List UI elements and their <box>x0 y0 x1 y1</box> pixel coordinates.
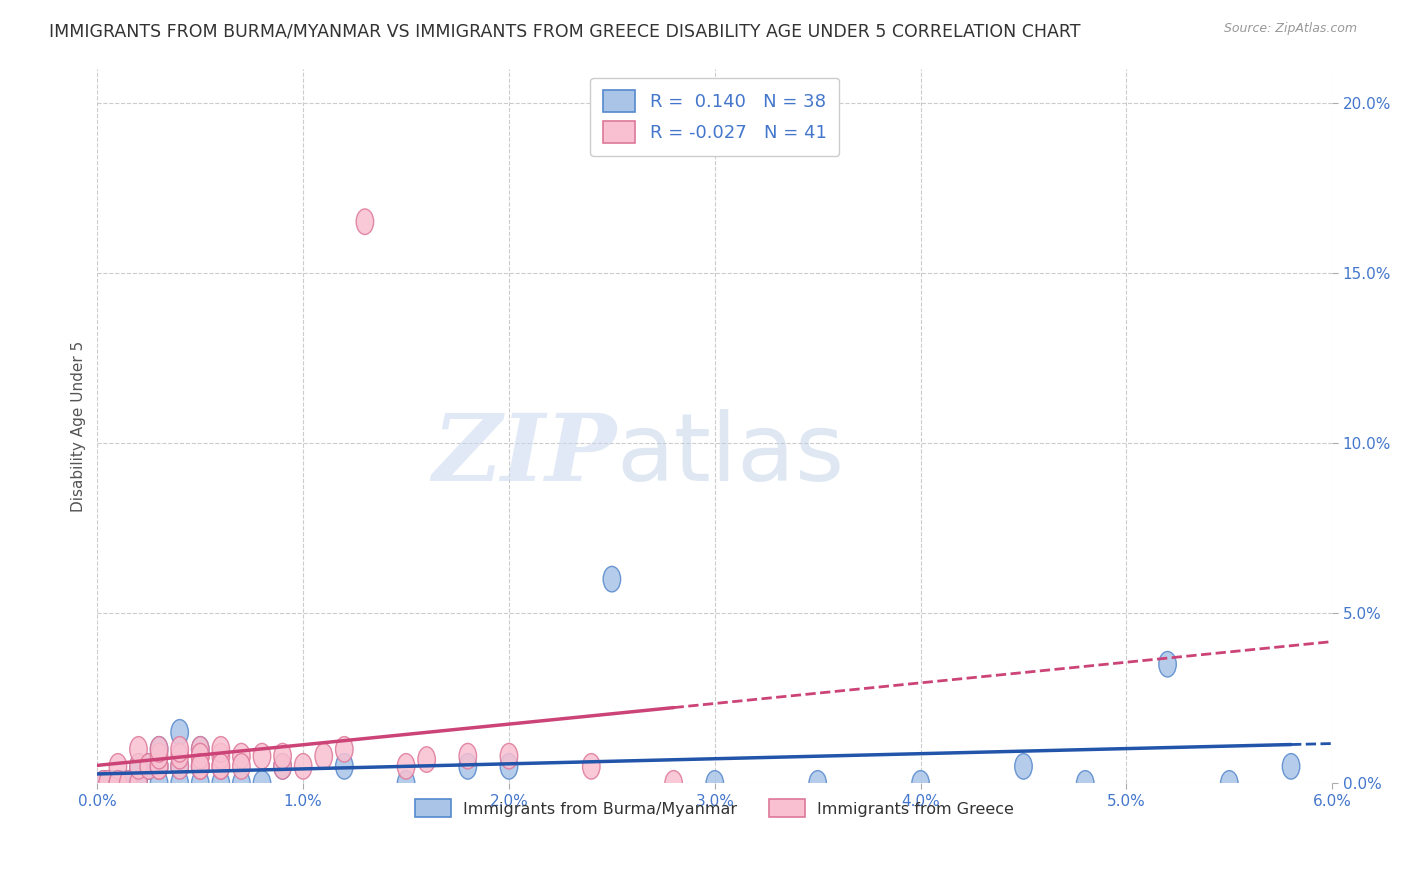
Ellipse shape <box>141 754 157 779</box>
Legend: Immigrants from Burma/Myanmar, Immigrants from Greece: Immigrants from Burma/Myanmar, Immigrant… <box>408 791 1022 825</box>
Ellipse shape <box>172 743 188 769</box>
Ellipse shape <box>110 771 127 797</box>
Ellipse shape <box>110 771 127 797</box>
Ellipse shape <box>110 771 127 797</box>
Ellipse shape <box>129 771 148 797</box>
Text: IMMIGRANTS FROM BURMA/MYANMAR VS IMMIGRANTS FROM GREECE DISABILITY AGE UNDER 5 C: IMMIGRANTS FROM BURMA/MYANMAR VS IMMIGRA… <box>49 22 1081 40</box>
Ellipse shape <box>129 771 148 797</box>
Ellipse shape <box>336 737 353 762</box>
Ellipse shape <box>808 771 827 797</box>
Ellipse shape <box>1015 754 1032 779</box>
Ellipse shape <box>94 771 112 797</box>
Ellipse shape <box>274 743 291 769</box>
Ellipse shape <box>336 754 353 779</box>
Ellipse shape <box>418 747 436 772</box>
Ellipse shape <box>114 771 131 797</box>
Ellipse shape <box>501 754 517 779</box>
Ellipse shape <box>212 754 229 779</box>
Ellipse shape <box>253 771 271 797</box>
Ellipse shape <box>191 737 209 762</box>
Text: Source: ZipAtlas.com: Source: ZipAtlas.com <box>1223 22 1357 36</box>
Ellipse shape <box>103 771 121 797</box>
Ellipse shape <box>120 771 136 797</box>
Ellipse shape <box>110 771 127 797</box>
Ellipse shape <box>150 754 167 779</box>
Ellipse shape <box>232 743 250 769</box>
Ellipse shape <box>120 771 136 797</box>
Ellipse shape <box>172 737 188 762</box>
Ellipse shape <box>110 754 127 779</box>
Ellipse shape <box>150 754 167 779</box>
Ellipse shape <box>603 566 620 592</box>
Ellipse shape <box>582 754 600 779</box>
Ellipse shape <box>172 771 188 797</box>
Ellipse shape <box>398 771 415 797</box>
Ellipse shape <box>94 771 112 797</box>
Ellipse shape <box>129 754 148 779</box>
Ellipse shape <box>98 771 117 797</box>
Text: ZIP: ZIP <box>432 409 616 500</box>
Ellipse shape <box>356 209 374 235</box>
Ellipse shape <box>150 743 167 769</box>
Ellipse shape <box>212 754 229 779</box>
Ellipse shape <box>274 754 291 779</box>
Ellipse shape <box>172 754 188 779</box>
Ellipse shape <box>665 771 682 797</box>
Ellipse shape <box>150 737 167 762</box>
Ellipse shape <box>191 737 209 762</box>
Ellipse shape <box>129 754 148 779</box>
Ellipse shape <box>129 737 148 762</box>
Ellipse shape <box>129 771 148 797</box>
Ellipse shape <box>274 754 291 779</box>
Ellipse shape <box>294 754 312 779</box>
Ellipse shape <box>150 771 167 797</box>
Ellipse shape <box>1077 771 1094 797</box>
Ellipse shape <box>212 771 229 797</box>
Ellipse shape <box>460 743 477 769</box>
Ellipse shape <box>232 771 250 797</box>
Ellipse shape <box>398 754 415 779</box>
Ellipse shape <box>110 771 127 797</box>
Ellipse shape <box>232 754 250 779</box>
Ellipse shape <box>1282 754 1299 779</box>
Ellipse shape <box>1159 651 1177 677</box>
Ellipse shape <box>98 771 117 797</box>
Y-axis label: Disability Age Under 5: Disability Age Under 5 <box>72 341 86 512</box>
Ellipse shape <box>212 743 229 769</box>
Ellipse shape <box>191 743 209 769</box>
Ellipse shape <box>912 771 929 797</box>
Text: atlas: atlas <box>616 409 844 500</box>
Ellipse shape <box>1220 771 1239 797</box>
Ellipse shape <box>191 754 209 779</box>
Ellipse shape <box>212 737 229 762</box>
Ellipse shape <box>141 754 157 779</box>
Ellipse shape <box>150 737 167 762</box>
Ellipse shape <box>706 771 724 797</box>
Ellipse shape <box>191 754 209 779</box>
Ellipse shape <box>253 743 271 769</box>
Ellipse shape <box>172 720 188 745</box>
Ellipse shape <box>191 743 209 769</box>
Ellipse shape <box>172 754 188 779</box>
Ellipse shape <box>460 754 477 779</box>
Ellipse shape <box>150 754 167 779</box>
Ellipse shape <box>315 743 332 769</box>
Ellipse shape <box>191 754 209 779</box>
Ellipse shape <box>501 743 517 769</box>
Ellipse shape <box>191 771 209 797</box>
